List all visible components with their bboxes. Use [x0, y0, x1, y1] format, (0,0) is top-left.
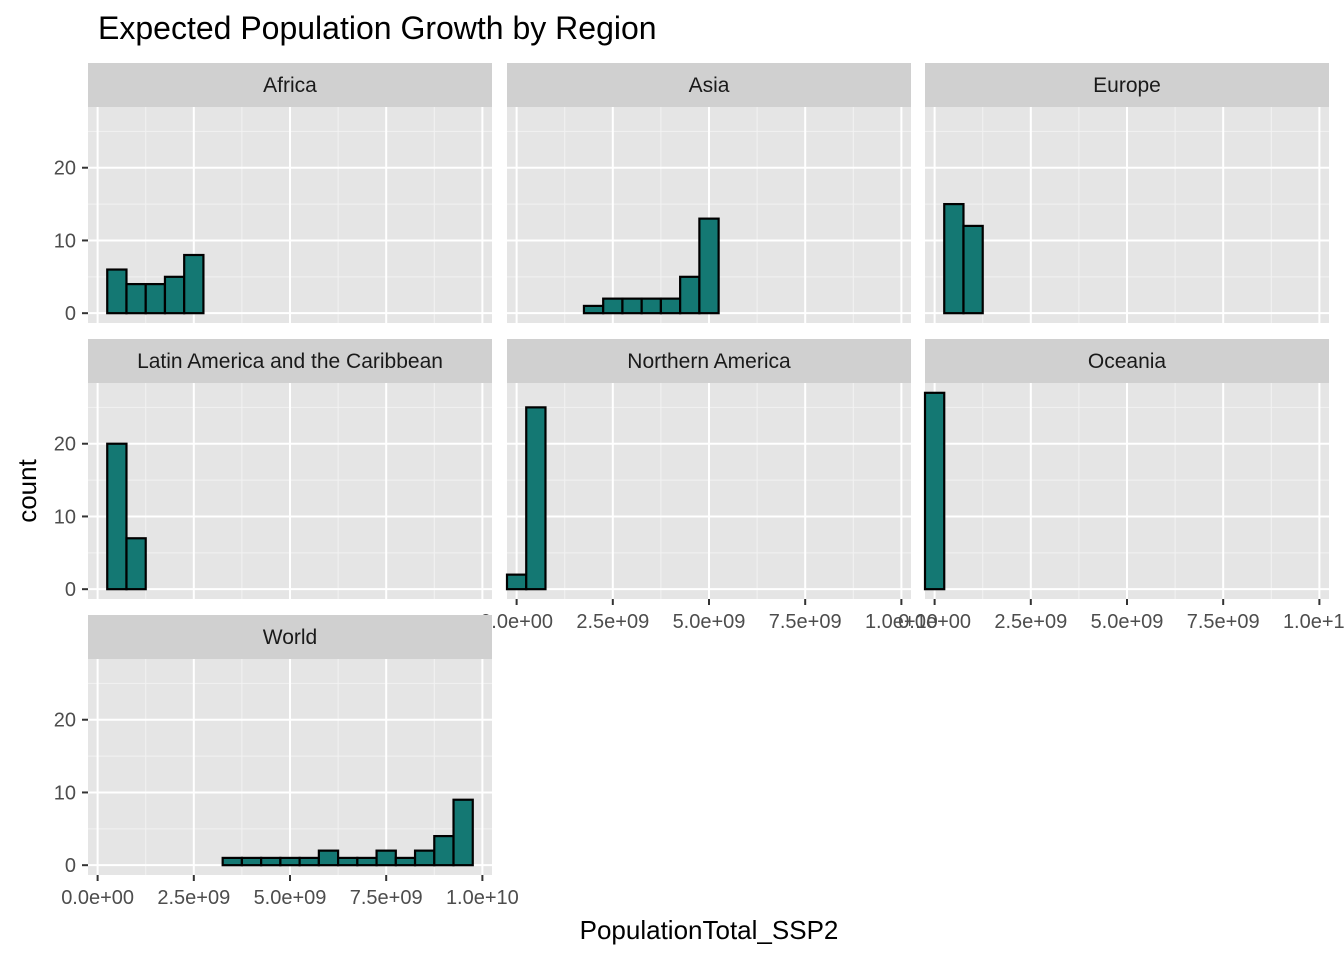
- histogram-bar: [452, 798, 474, 867]
- histogram-bar: [659, 297, 682, 315]
- facet-strip-label: Northern America: [627, 350, 791, 373]
- facet-strip: [925, 339, 1329, 383]
- x-tick-label: 5.0e+09: [254, 887, 327, 909]
- facet-panel-world: World 0 10 20 0.0e+00 2.5e+09 5.0e+09 7.5e+09 1.…: [54, 615, 519, 909]
- x-tick-label: 2.5e+09: [157, 887, 230, 909]
- histogram-bar: [356, 856, 378, 867]
- x-tick-label: 2.5e+09: [994, 611, 1067, 633]
- histogram-bar: [375, 849, 397, 867]
- facet-strip: [925, 63, 1329, 107]
- histogram-bar: [679, 275, 701, 315]
- histogram-bar: [640, 297, 663, 315]
- histogram-bar: [317, 849, 340, 867]
- y-tick-label: 10: [54, 506, 76, 528]
- histogram-bar: [183, 253, 205, 315]
- histogram-bar: [221, 856, 244, 867]
- histogram-bar: [163, 275, 186, 315]
- facet-strip: [88, 615, 492, 659]
- histogram-bar: [240, 856, 263, 867]
- histogram-bar: [260, 856, 282, 867]
- facet-panel-asia: Asia: [507, 63, 911, 323]
- x-tick-label: 7.5e+09: [350, 887, 423, 909]
- histogram-bar: [582, 304, 605, 315]
- y-tick-label: 10: [54, 230, 76, 252]
- facet-strip-label: Europe: [1093, 74, 1161, 97]
- histogram-bar: [125, 282, 147, 315]
- y-axis-title: count: [12, 458, 42, 522]
- histogram-bar: [621, 297, 643, 315]
- x-tick-label: 1.0e+10: [865, 611, 938, 633]
- facet-panel-latin-america-and-the-caribbean: Latin America and the Caribbean 0 10 20: [54, 339, 492, 601]
- x-tick-label: 5.0e+09: [1091, 611, 1164, 633]
- histogram-bar: [505, 573, 528, 591]
- histogram-bar: [106, 442, 128, 591]
- x-tick-label: 1.0e+10: [446, 887, 519, 909]
- y-tick-label: 0: [65, 855, 76, 877]
- histogram-bar: [125, 537, 147, 591]
- histogram-bar: [394, 856, 417, 867]
- y-tick-label: 20: [54, 434, 76, 456]
- facet-strip: [88, 339, 492, 383]
- histogram-bar: [336, 856, 359, 867]
- histogram-bar: [943, 202, 965, 315]
- y-tick-label: 0: [65, 303, 76, 325]
- facet-strip-label: Oceania: [1088, 350, 1167, 373]
- histogram-bar: [298, 856, 320, 867]
- histogram-bar: [602, 297, 624, 315]
- x-tick-label: 0.0e+00: [61, 887, 134, 909]
- y-tick-label: 0: [65, 579, 76, 601]
- x-tick-label: 0.0e+00: [480, 611, 553, 633]
- y-tick-label: 20: [54, 710, 76, 732]
- histogram-bar: [144, 282, 167, 315]
- facet-panel-europe: Europe: [925, 63, 1329, 323]
- x-tick-label: 2.5e+09: [576, 611, 649, 633]
- histogram-bar: [433, 834, 455, 867]
- histogram-bar: [962, 224, 984, 315]
- x-tick-label: 0.0e+00: [898, 611, 971, 633]
- y-tick-label: 10: [54, 782, 76, 804]
- facet-strip-label: Africa: [263, 74, 317, 97]
- histogram-bar: [525, 406, 547, 591]
- facet-panels: Africa 0 10 20 Asia Europe Latin America and t…: [54, 63, 1344, 909]
- facet-strip: [507, 339, 911, 383]
- histogram-bar: [413, 849, 436, 867]
- facet-strip-label: Latin America and the Caribbean: [137, 350, 443, 373]
- facet-panel-oceania: Oceania 0.0e+00 2.5e+09 5.0e+09 7.5e+09 1.0e+…: [898, 339, 1344, 633]
- facet-strip: [88, 63, 492, 107]
- facet-strip-label: World: [263, 626, 317, 649]
- facet-panel-africa: Africa 0 10 20: [54, 63, 492, 325]
- facet-strip-label: Asia: [689, 74, 730, 97]
- x-tick-label: 7.5e+09: [769, 611, 842, 633]
- y-tick-label: 20: [54, 158, 76, 180]
- histogram-bar: [923, 391, 946, 591]
- histogram-bar: [279, 856, 301, 867]
- x-tick-label: 1.0e+10: [1283, 611, 1344, 633]
- facet-strip: [507, 63, 911, 107]
- facet-panel-northern-america: Northern America 0.0e+00 2.5e+09 5.0e+09 7.5…: [480, 339, 938, 633]
- histogram-bar: [698, 217, 720, 315]
- x-tick-label: 5.0e+09: [673, 611, 746, 633]
- histogram-bar: [106, 268, 128, 315]
- x-tick-label: 7.5e+09: [1187, 611, 1260, 633]
- chart-title: Expected Population Growth by Region: [98, 10, 657, 46]
- x-axis-title: PopulationTotal_SSP2: [580, 915, 839, 945]
